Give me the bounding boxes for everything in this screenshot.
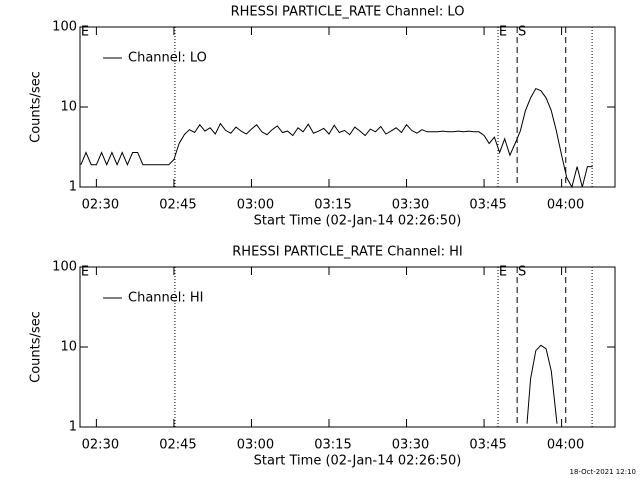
marker-label: E (81, 25, 89, 40)
y-tick-label: 10 (60, 340, 77, 355)
x-tick-label: 02:45 (159, 198, 196, 213)
data-line (526, 344, 558, 424)
x-tick-label: 04:00 (547, 438, 584, 453)
y-tick-label: 10 (60, 100, 77, 115)
chart-title: RHESSI PARTICLE_RATE Channel: LO (231, 5, 465, 20)
marker-label: E (81, 265, 89, 280)
y-tick-label: 1 (69, 420, 77, 435)
x-tick-label: 03:45 (469, 198, 506, 213)
legend-label: Channel: LO (128, 51, 207, 66)
footer: 18-Oct-2021 12:10 (570, 468, 636, 476)
x-tick-label: 03:15 (314, 198, 351, 213)
x-tick-label: 04:00 (547, 198, 584, 213)
marker-label: E (499, 265, 507, 280)
marker-label: S (518, 25, 526, 40)
y-tick-label: 100 (52, 20, 77, 35)
x-axis-title: Start Time (02-Jan-14 02:26:50) (254, 454, 462, 469)
x-tick-label: 03:15 (314, 438, 351, 453)
chart-title: RHESSI PARTICLE_RATE Channel: HI (232, 245, 462, 260)
x-tick-label: 02:30 (82, 198, 119, 213)
x-tick-label: 03:45 (469, 438, 506, 453)
y-axis-title: Counts/sec (29, 311, 44, 383)
y-tick-label: 100 (52, 260, 77, 275)
x-axis-title: Start Time (02-Jan-14 02:26:50) (254, 214, 462, 229)
x-tick-label: 03:00 (237, 438, 274, 453)
x-tick-label: 02:45 (159, 438, 196, 453)
x-tick-label: 03:30 (392, 438, 429, 453)
legend-label: Channel: HI (128, 291, 204, 306)
y-axis-title: Counts/sec (29, 71, 44, 143)
data-line (80, 87, 593, 189)
x-tick-label: 03:30 (392, 198, 429, 213)
x-tick-label: 03:00 (237, 198, 274, 213)
marker-label: S (518, 265, 526, 280)
y-tick-label: 1 (69, 180, 77, 195)
x-tick-label: 02:30 (82, 438, 119, 453)
marker-label: E (499, 25, 507, 40)
